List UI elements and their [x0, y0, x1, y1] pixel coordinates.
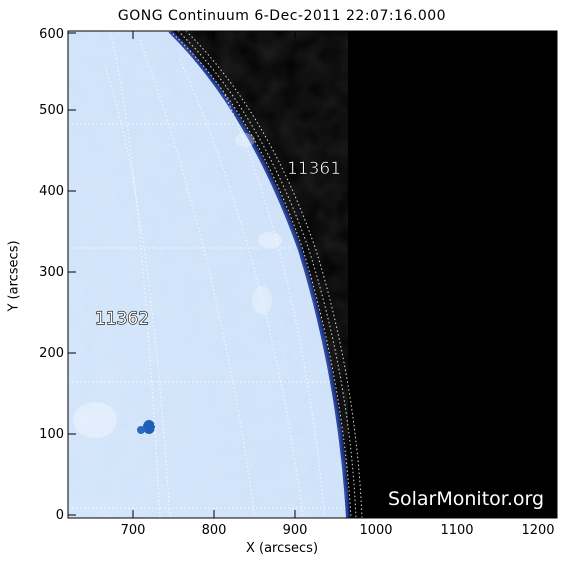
sunspot: [137, 426, 145, 434]
plot-frame: [67, 30, 558, 519]
watermark: SolarMonitor.org: [388, 488, 544, 510]
region-label-11362: 11362: [95, 309, 149, 329]
region-label-11361: 11361: [287, 159, 341, 179]
y-tick-label: 100: [39, 427, 64, 442]
x-axis: [132, 31, 539, 518]
x-axis-title: X (arcsecs): [245, 541, 319, 556]
y-tick-label: 300: [39, 265, 64, 280]
heliographic-grid: [68, 31, 363, 518]
x-tick-label: 700: [121, 523, 146, 538]
x-tick-label: 900: [283, 523, 308, 538]
disk-texture: [68, 31, 348, 518]
y-tick-label: 200: [39, 346, 64, 361]
x-tick-label: 800: [202, 523, 227, 538]
facula: [258, 232, 282, 248]
x-tick-label: 1200: [521, 523, 554, 538]
figure-title: GONG Continuum 6-Dec-2011 22:07:16.000: [117, 8, 447, 24]
y-axis: [68, 32, 557, 516]
y-tick-label: 400: [39, 184, 64, 199]
y-tick-label: 600: [39, 27, 64, 42]
x-tick-label: 1000: [359, 523, 392, 538]
x-tick-label: 1100: [440, 523, 473, 538]
y-tick-label: 500: [39, 103, 64, 118]
facula: [252, 286, 272, 314]
y-tick-label: 0: [56, 508, 64, 523]
y-axis-title: Y (arcsecs): [6, 240, 22, 312]
facula: [73, 402, 117, 438]
facula: [235, 133, 255, 147]
sunspot: [143, 420, 155, 434]
